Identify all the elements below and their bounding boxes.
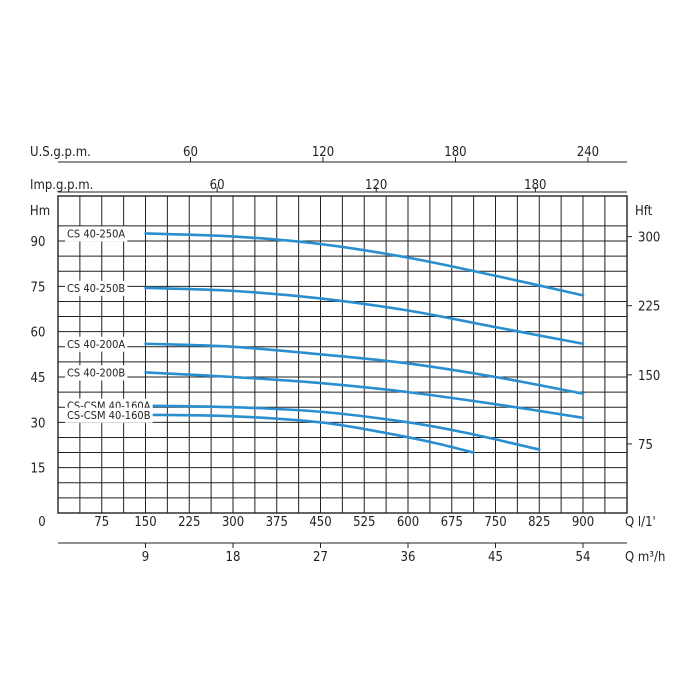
curve-cs-40-200b — [144, 371, 585, 420]
x-axis-label-lmin: Q l/1' — [625, 515, 656, 530]
x-tick-m3h: 45 — [488, 550, 503, 565]
curve-label-cs-40-250a: CS 40-250A — [67, 227, 125, 240]
y-tick-hm: 60 — [31, 326, 46, 341]
top-axis-label-impgpm: Imp.g.p.m. — [30, 178, 93, 193]
curve-label-bg — [65, 407, 153, 423]
curve-cs-40-250b — [144, 286, 585, 346]
x-tick-lmin: 750 — [484, 515, 506, 530]
top-tick-impgpm: 60 — [210, 178, 225, 193]
curve-label-bg — [65, 365, 128, 381]
curve-cs-40-250a — [144, 232, 585, 297]
curve-label-bg — [65, 280, 128, 296]
x-tick-lmin: 375 — [266, 515, 288, 530]
y-tick-hm: 45 — [31, 371, 46, 386]
curve-label-cs-40-250b: CS 40-250B — [67, 282, 125, 295]
curve-labels: CS 40-250A CS 40-250B CS 40-200A CS 40-200B… — [65, 226, 153, 423]
top-tick-usgpm: 240 — [577, 145, 599, 160]
y-tick-hm: 30 — [31, 416, 46, 431]
x-tick-lmin: 300 — [222, 515, 244, 530]
curve-label-bg — [65, 336, 128, 352]
curve-cs-csm-40-160a — [144, 404, 541, 451]
curve-label-cs-csm-40-160b: CS-CSM 40-160B — [67, 409, 151, 422]
performance-curves — [144, 232, 585, 454]
top-axis-label-usgpm: U.S.g.p.m. — [30, 145, 91, 160]
x-axis-label-m3h: Q m³/h — [625, 550, 665, 565]
x-tick-lmin: 150 — [134, 515, 156, 530]
x-tick-m3h: 18 — [226, 550, 241, 565]
plot-frame — [57, 161, 628, 544]
x-tick-lmin: 900 — [572, 515, 594, 530]
top-tick-usgpm: 120 — [312, 145, 334, 160]
x-tick-lmin: 825 — [528, 515, 550, 530]
y-tick-hm: 15 — [31, 462, 46, 477]
top-tick-usgpm: 180 — [444, 145, 466, 160]
y-axis-label-hm: Hm — [30, 204, 50, 219]
curve-label-bg — [65, 226, 128, 242]
y-tick-hft: 150 — [638, 369, 660, 384]
x-tick-m3h: 9 — [142, 550, 149, 565]
x-tick-lmin: 675 — [441, 515, 463, 530]
x-tick-lmin: 0 — [38, 515, 45, 530]
y-tick-hft: 300 — [638, 231, 660, 246]
curve-label-cs-40-200b: CS 40-200B — [67, 366, 125, 379]
curve-cs-40-200a — [144, 342, 585, 395]
x-tick-m3h: 27 — [313, 550, 328, 565]
y-tick-hft: 75 — [638, 438, 653, 453]
curve-cs-csm-40-160b — [144, 413, 475, 454]
chart-grid — [58, 196, 627, 513]
curve-label-cs-40-200a: CS 40-200A — [67, 338, 125, 351]
x-tick-lmin: 525 — [353, 515, 375, 530]
x-tick-lmin: 450 — [309, 515, 331, 530]
y-tick-hm: 75 — [31, 280, 46, 295]
top-tick-impgpm: 180 — [524, 178, 546, 193]
x-tick-m3h: 36 — [401, 550, 416, 565]
y-tick-hm: 90 — [31, 235, 46, 250]
top-tick-usgpm: 60 — [183, 145, 198, 160]
top-tick-impgpm: 120 — [365, 178, 387, 193]
y-axis-label-hft: Hft — [635, 204, 653, 219]
x-tick-lmin: 225 — [178, 515, 200, 530]
x-tick-lmin: 600 — [397, 515, 419, 530]
x-tick-m3h: 54 — [576, 550, 591, 565]
axis-ticks: 0 75 150 225 300 375 450 525 600 675 750 825 900 Q l/… — [30, 145, 665, 565]
x-tick-lmin: 75 — [94, 515, 109, 530]
plot-border — [57, 195, 628, 514]
y-tick-hft: 225 — [638, 300, 660, 315]
